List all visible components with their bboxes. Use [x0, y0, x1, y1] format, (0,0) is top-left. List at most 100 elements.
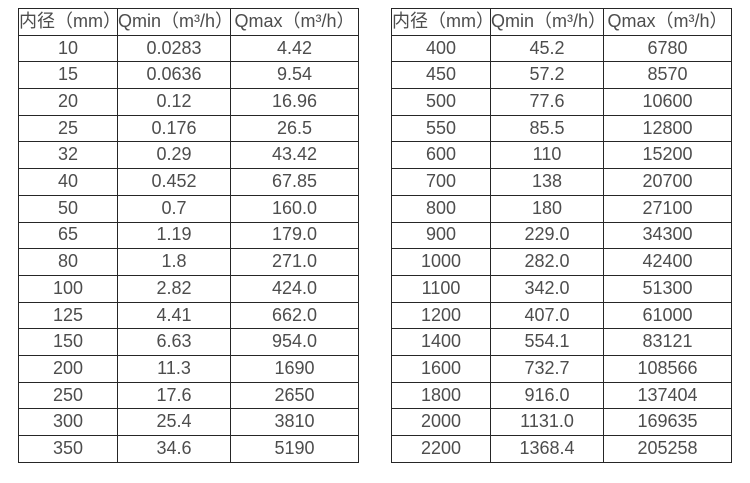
table-row: 20 0.12 16.96	[18, 88, 359, 116]
table-body-right: 400 45.2 6780 450 57.2 8570 500 77.6 10600 550 85.…	[391, 34, 732, 463]
table-row: 450 57.2 8570	[391, 61, 732, 90]
table-row: 400 45.2 6780	[391, 34, 732, 63]
table-row: 500 77.6 10600	[391, 88, 732, 116]
table-row: 1800 916.0 137404	[391, 381, 732, 410]
table-cell: 25.4	[117, 408, 231, 436]
table-cell: 662.0	[230, 301, 359, 330]
table-cell: 3810	[230, 408, 359, 436]
table-cell: 57.2	[490, 61, 604, 90]
table-row: 25 0.176 26.5	[18, 114, 359, 143]
page: 内径（mm） Qmin（m³/h） Qmax（m³/h） 10 0.0283 4.4…	[18, 8, 732, 463]
table-cell: 0.0636	[117, 61, 231, 90]
table-row: 50 0.7 160.0	[18, 194, 359, 223]
table-cell: 0.0283	[117, 34, 231, 63]
table-cell: 12800	[603, 114, 732, 143]
table-cell: 5190	[230, 435, 359, 463]
table-cell: 10600	[603, 88, 732, 116]
table-cell: 1800	[391, 381, 491, 410]
table-row: 125 4.41 662.0	[18, 301, 359, 330]
header-row: 内径（mm） Qmin（m³/h） Qmax（m³/h）	[18, 8, 359, 36]
table-cell: 11.3	[117, 354, 231, 383]
table-cell: 108566	[603, 354, 732, 383]
table-cell: 43.42	[230, 141, 359, 170]
table-cell: 15200	[603, 141, 732, 170]
table-cell: 27100	[603, 194, 732, 223]
table-cell: 150	[18, 328, 118, 356]
table-cell: 1.8	[117, 248, 231, 276]
table-cell: 4.41	[117, 301, 231, 330]
table-cell: 450	[391, 61, 491, 90]
table-cell: 1131.0	[490, 408, 604, 436]
table-row: 600 110 15200	[391, 141, 732, 170]
table-cell: 138	[490, 168, 604, 196]
col-header-diameter: 内径（mm）	[391, 8, 491, 36]
table-cell: 15	[18, 61, 118, 90]
table-cell: 250	[18, 381, 118, 410]
table-row: 100 2.82 424.0	[18, 274, 359, 303]
table-row: 32 0.29 43.42	[18, 141, 359, 170]
table-cell: 40	[18, 168, 118, 196]
table-cell: 137404	[603, 381, 732, 410]
table-cell: 1.19	[117, 221, 231, 250]
table-cell: 179.0	[230, 221, 359, 250]
table-row: 1600 732.7 108566	[391, 354, 732, 383]
table-row: 1400 554.1 83121	[391, 328, 732, 356]
table-cell: 4.42	[230, 34, 359, 63]
table-row: 80 1.8 271.0	[18, 248, 359, 276]
table-cell: 17.6	[117, 381, 231, 410]
table-cell: 800	[391, 194, 491, 223]
table-cell: 10	[18, 34, 118, 63]
table-cell: 100	[18, 274, 118, 303]
table-row: 550 85.5 12800	[391, 114, 732, 143]
flow-table-right: 内径（mm） Qmin（m³/h） Qmax（m³/h） 400 45.2 6780…	[391, 8, 732, 463]
table-cell: 1100	[391, 274, 491, 303]
table-cell: 51300	[603, 274, 732, 303]
table-cell: 2200	[391, 435, 491, 463]
table-cell: 45.2	[490, 34, 604, 63]
table-cell: 180	[490, 194, 604, 223]
table-cell: 300	[18, 408, 118, 436]
table-cell: 2650	[230, 381, 359, 410]
table-cell: 25	[18, 114, 118, 143]
col-header-qmax: Qmax（m³/h）	[603, 8, 732, 36]
table-cell: 0.176	[117, 114, 231, 143]
table-row: 2000 1131.0 169635	[391, 408, 732, 436]
table-cell: 550	[391, 114, 491, 143]
table-cell: 271.0	[230, 248, 359, 276]
table-cell: 700	[391, 168, 491, 196]
table-cell: 8570	[603, 61, 732, 90]
table-row: 700 138 20700	[391, 168, 732, 196]
table-cell: 205258	[603, 435, 732, 463]
table-cell: 407.0	[490, 301, 604, 330]
table-cell: 61000	[603, 301, 732, 330]
table-cell: 554.1	[490, 328, 604, 356]
table-cell: 1600	[391, 354, 491, 383]
table-cell: 282.0	[490, 248, 604, 276]
table-cell: 200	[18, 354, 118, 383]
table-cell: 20	[18, 88, 118, 116]
table-cell: 16.96	[230, 88, 359, 116]
table-row: 10 0.0283 4.42	[18, 34, 359, 63]
table-cell: 500	[391, 88, 491, 116]
table-row: 350 34.6 5190	[18, 435, 359, 463]
table-cell: 1368.4	[490, 435, 604, 463]
table-cell: 732.7	[490, 354, 604, 383]
table-row: 300 25.4 3810	[18, 408, 359, 436]
table-cell: 1690	[230, 354, 359, 383]
table-cell: 67.85	[230, 168, 359, 196]
table-cell: 0.29	[117, 141, 231, 170]
table-cell: 0.12	[117, 88, 231, 116]
table-cell: 900	[391, 221, 491, 250]
table-row: 250 17.6 2650	[18, 381, 359, 410]
col-header-qmin: Qmin（m³/h）	[490, 8, 604, 36]
flow-table-left: 内径（mm） Qmin（m³/h） Qmax（m³/h） 10 0.0283 4.4…	[18, 8, 359, 463]
table-cell: 32	[18, 141, 118, 170]
table-cell: 34.6	[117, 435, 231, 463]
table-cell: 34300	[603, 221, 732, 250]
table-cell: 65	[18, 221, 118, 250]
table-row: 1000 282.0 42400	[391, 248, 732, 276]
table-row: 40 0.452 67.85	[18, 168, 359, 196]
table-cell: 42400	[603, 248, 732, 276]
table-cell: 80	[18, 248, 118, 276]
table-cell: 160.0	[230, 194, 359, 223]
